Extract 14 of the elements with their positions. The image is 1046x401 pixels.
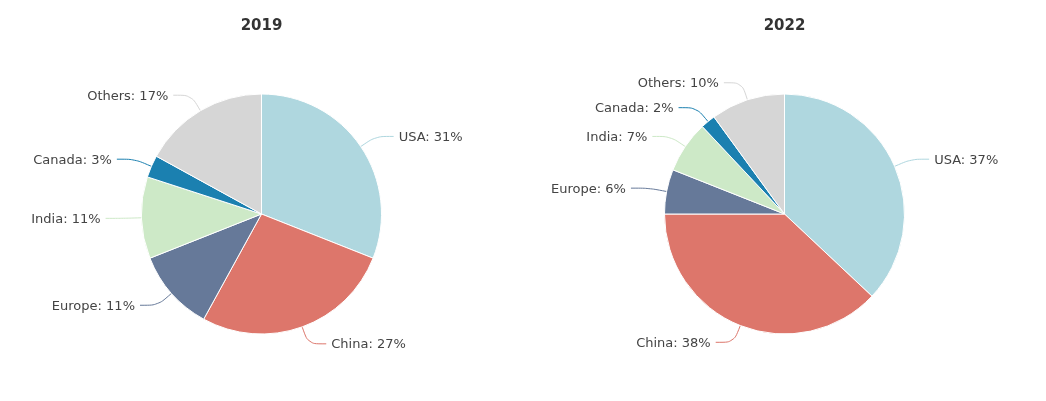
slice-label: Others: 10% [637, 75, 719, 91]
slice-label: India: 7% [586, 128, 648, 144]
slice-label: USA: 37% [934, 151, 999, 167]
slice-label: Europe: 11% [51, 297, 135, 313]
slice-label: China: 38% [636, 334, 711, 350]
slice-label: Europe: 6% [551, 180, 626, 196]
chart-title: 2019 [240, 15, 283, 34]
slice-label: Canada: 3% [33, 151, 112, 167]
slice-label: Canada: 2% [594, 100, 674, 116]
slice-label: India: 11% [31, 210, 101, 226]
chart-title: 2022 [763, 15, 806, 34]
slice-label: China: 27% [331, 336, 406, 352]
slice-label: USA: 31% [398, 128, 463, 144]
slice-label: Others: 17% [87, 87, 169, 103]
